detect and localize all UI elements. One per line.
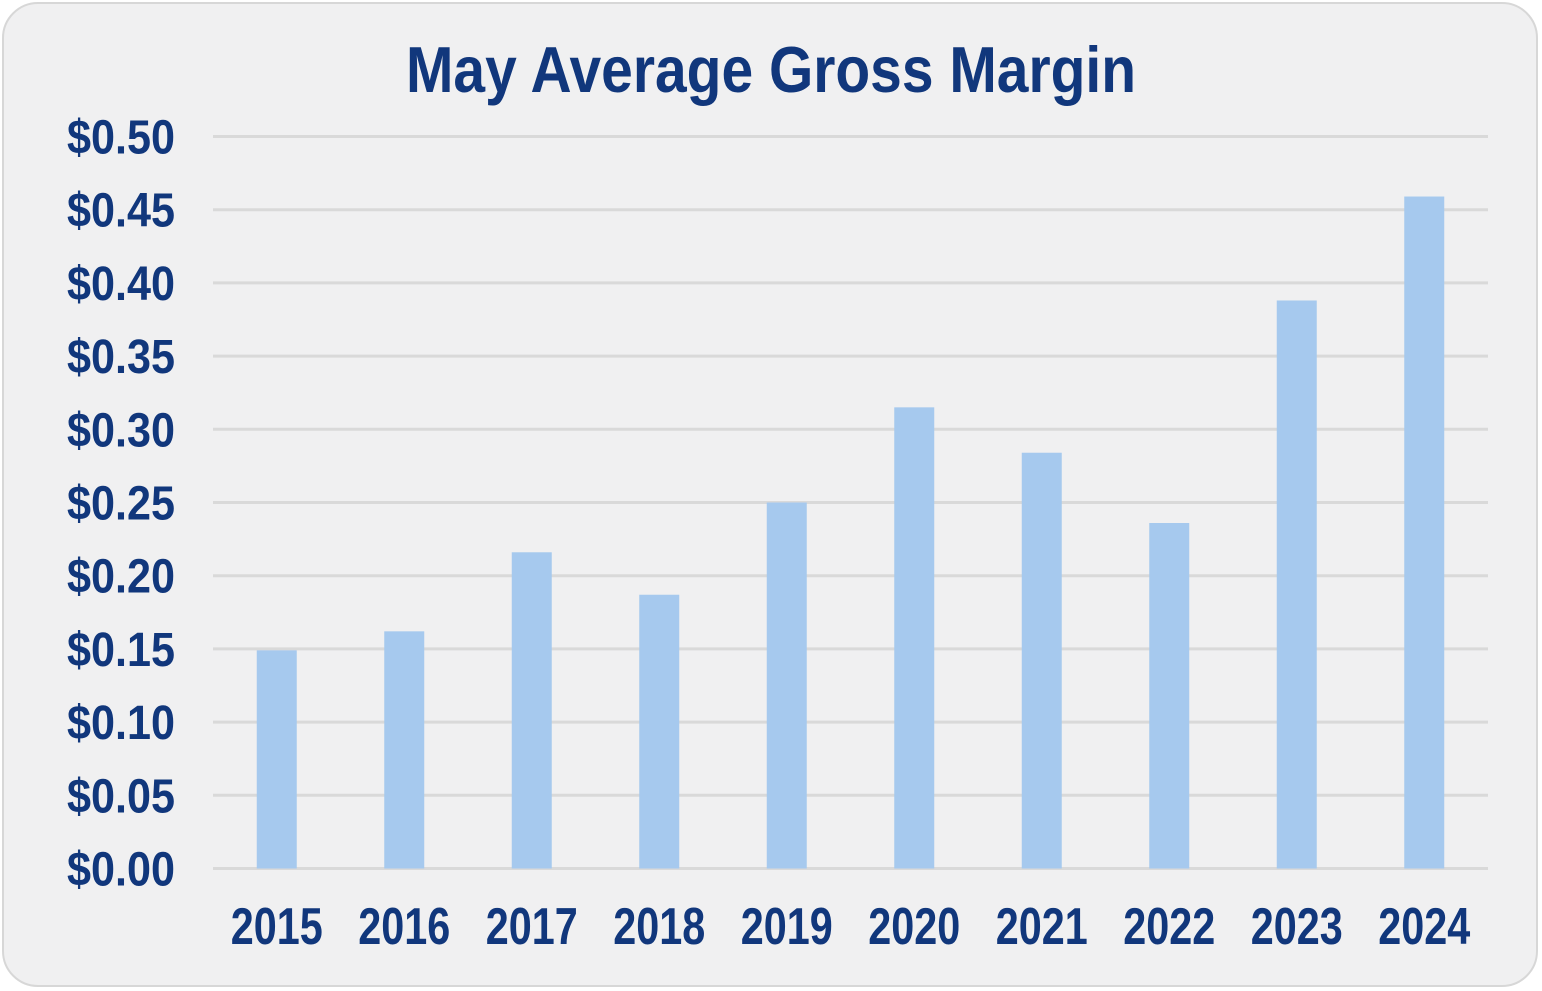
- x-tick-label-2017: 2017: [486, 898, 578, 956]
- y-tick-label-$0.50: $0.50: [67, 112, 175, 165]
- y-tick-label-$0.40: $0.40: [67, 258, 175, 311]
- y-tick-label-$0.45: $0.45: [67, 185, 175, 238]
- bar-2017: [511, 552, 552, 869]
- bar-2024: [1404, 196, 1445, 869]
- x-tick-label-2020: 2020: [868, 898, 960, 956]
- bar-2016: [384, 631, 425, 869]
- y-tick-label-$0.25: $0.25: [67, 478, 175, 531]
- x-tick-label-2021: 2021: [996, 898, 1088, 956]
- y-tick-label-$0.10: $0.10: [67, 697, 175, 750]
- y-tick-label-$0.15: $0.15: [67, 624, 175, 677]
- x-axis-labels-group: 2015 2016 2017 2018 2019 2020 2021 2022 2023 2024: [231, 898, 1471, 956]
- bar-2020: [894, 407, 935, 869]
- x-tick-label-2024: 2024: [1378, 898, 1470, 956]
- x-tick-label-2018: 2018: [613, 898, 705, 956]
- bar-2022: [1149, 522, 1190, 869]
- y-tick-label-$0.05: $0.05: [67, 770, 175, 823]
- y-tick-label-$0.00: $0.00: [67, 844, 175, 897]
- y-tick-label-$0.30: $0.30: [67, 404, 175, 457]
- x-tick-label-2022: 2022: [1123, 898, 1215, 956]
- bar-2021: [1021, 452, 1062, 869]
- gridlines-group: [213, 135, 1488, 870]
- chart-title: May Average Gross Margin: [406, 33, 1136, 106]
- y-tick-label-$0.20: $0.20: [67, 551, 175, 604]
- bar-2023: [1276, 300, 1317, 869]
- bar-2018: [639, 594, 680, 869]
- x-tick-label-2015: 2015: [231, 898, 323, 956]
- bar-2019: [766, 502, 807, 869]
- y-tick-label-$0.35: $0.35: [67, 331, 175, 384]
- y-axis-labels-group: $0.00 $0.05 $0.10 $0.15 $0.20 $0.25 $0.30 $0.35…: [67, 112, 175, 897]
- x-tick-label-2019: 2019: [741, 898, 833, 956]
- bars-group: [256, 196, 1445, 869]
- bar-2015: [256, 650, 297, 869]
- x-tick-label-2023: 2023: [1251, 898, 1343, 956]
- x-tick-label-2016: 2016: [358, 898, 450, 956]
